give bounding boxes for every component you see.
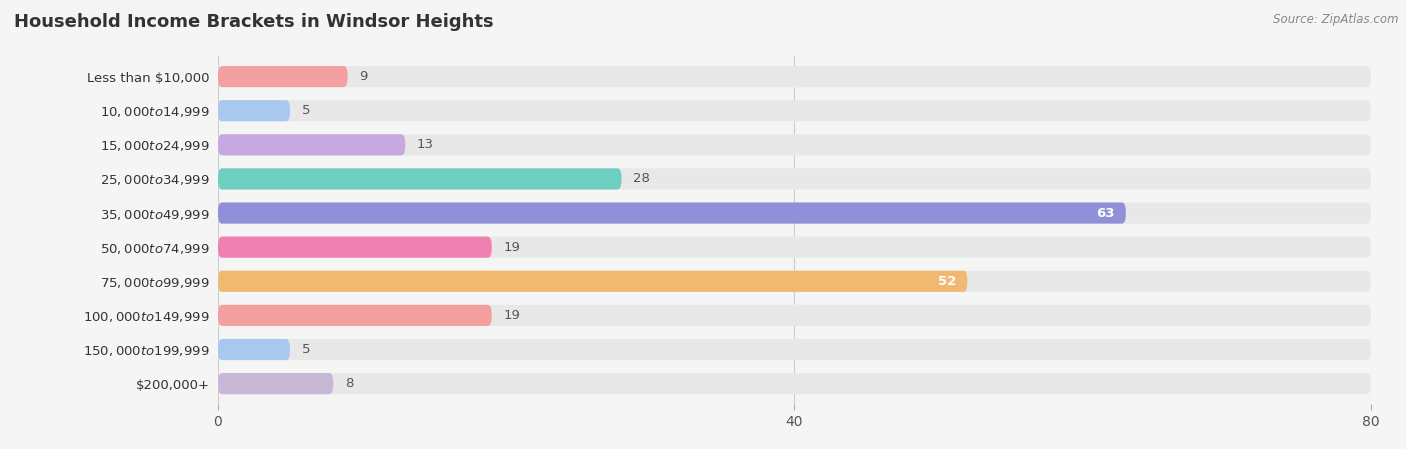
FancyBboxPatch shape [218, 168, 621, 189]
FancyBboxPatch shape [218, 339, 1371, 360]
Text: Source: ZipAtlas.com: Source: ZipAtlas.com [1274, 13, 1399, 26]
Text: 8: 8 [344, 377, 353, 390]
FancyBboxPatch shape [218, 271, 1371, 292]
FancyBboxPatch shape [218, 237, 492, 258]
Text: 19: 19 [503, 309, 520, 322]
FancyBboxPatch shape [218, 202, 1371, 224]
FancyBboxPatch shape [218, 339, 290, 360]
Text: 9: 9 [359, 70, 367, 83]
Text: 19: 19 [503, 241, 520, 254]
FancyBboxPatch shape [218, 237, 1371, 258]
Text: 28: 28 [633, 172, 650, 185]
Text: 63: 63 [1095, 207, 1115, 220]
FancyBboxPatch shape [218, 373, 333, 394]
FancyBboxPatch shape [218, 271, 967, 292]
FancyBboxPatch shape [218, 66, 1371, 87]
FancyBboxPatch shape [218, 305, 492, 326]
FancyBboxPatch shape [218, 134, 1371, 155]
FancyBboxPatch shape [218, 100, 1371, 121]
Text: 5: 5 [301, 343, 309, 356]
FancyBboxPatch shape [218, 202, 1126, 224]
FancyBboxPatch shape [218, 168, 1371, 189]
Text: Household Income Brackets in Windsor Heights: Household Income Brackets in Windsor Hei… [14, 13, 494, 31]
FancyBboxPatch shape [218, 66, 347, 87]
Text: 52: 52 [938, 275, 956, 288]
FancyBboxPatch shape [218, 305, 1371, 326]
FancyBboxPatch shape [218, 134, 405, 155]
Text: 5: 5 [301, 104, 309, 117]
Text: 13: 13 [416, 138, 434, 151]
FancyBboxPatch shape [218, 373, 1371, 394]
FancyBboxPatch shape [218, 100, 290, 121]
